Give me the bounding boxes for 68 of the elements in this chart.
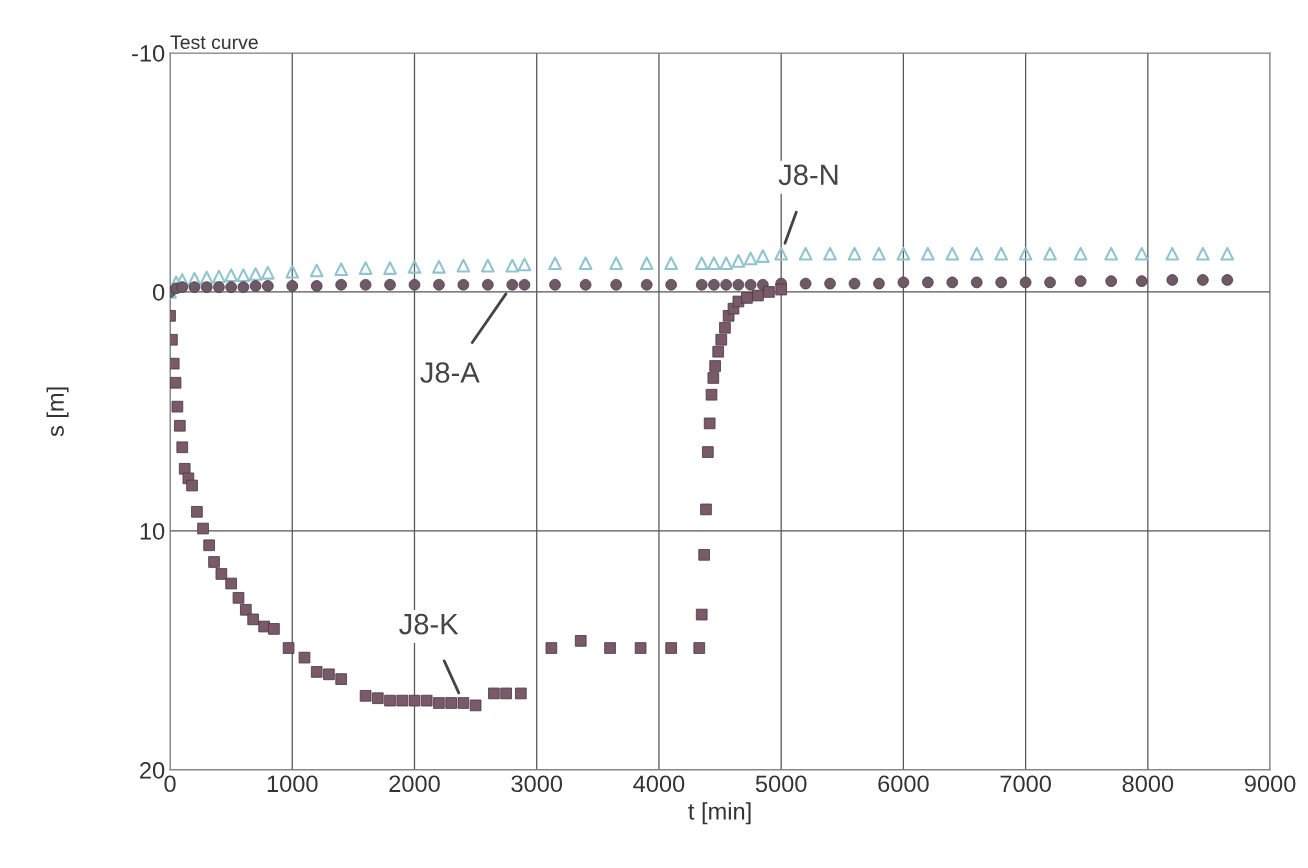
point xyxy=(224,268,238,283)
y-tick-label: 0 xyxy=(152,284,165,301)
x-tick-label: 3000 xyxy=(511,775,563,793)
point xyxy=(743,251,758,266)
y-tick-label: 10 xyxy=(140,522,165,540)
point xyxy=(1220,246,1235,261)
point xyxy=(248,267,263,281)
text: J8-K xyxy=(399,613,459,635)
text: J8-N xyxy=(778,164,838,186)
point xyxy=(969,246,984,261)
point xyxy=(456,258,471,273)
point xyxy=(1134,246,1149,261)
point xyxy=(823,246,837,261)
y-tick-label: -10 xyxy=(132,45,165,62)
point xyxy=(199,270,214,285)
x-tick-label: 1000 xyxy=(267,775,318,793)
point xyxy=(212,269,226,284)
x-axis-title: t [min] xyxy=(688,802,751,825)
point xyxy=(664,256,679,271)
chart-title: Test curve xyxy=(170,35,258,50)
point xyxy=(896,246,911,261)
point xyxy=(798,246,813,261)
point xyxy=(774,246,789,261)
point xyxy=(187,271,202,286)
x-tick-label: 7000 xyxy=(1000,775,1051,793)
x-tick-label: 6000 xyxy=(878,775,929,793)
point xyxy=(1018,246,1033,261)
point xyxy=(694,256,709,271)
point xyxy=(994,246,1009,261)
point xyxy=(609,256,624,271)
point xyxy=(1165,246,1180,261)
y-tick-label: 20 xyxy=(140,761,165,779)
point xyxy=(755,249,770,263)
y-axis-title: s [m] xyxy=(46,387,69,437)
x-tick-label: 4000 xyxy=(633,775,685,793)
point xyxy=(1195,246,1210,261)
point xyxy=(260,265,275,280)
point xyxy=(731,254,746,268)
point xyxy=(309,263,324,278)
point xyxy=(707,256,721,271)
point xyxy=(517,257,532,272)
x-tick-label: 9000 xyxy=(1244,775,1296,793)
point xyxy=(358,261,373,275)
x-tick-label: 8000 xyxy=(1122,775,1174,793)
point xyxy=(548,256,562,271)
point xyxy=(920,246,935,261)
point xyxy=(407,259,422,274)
x-tick-label: 0 xyxy=(164,775,176,793)
x-tick-label: 2000 xyxy=(389,775,440,793)
point xyxy=(505,258,520,273)
point xyxy=(1104,246,1119,261)
point xyxy=(383,261,397,275)
point xyxy=(578,256,593,271)
point xyxy=(432,259,446,274)
point xyxy=(285,264,300,279)
point xyxy=(236,268,251,283)
point xyxy=(847,246,862,261)
point xyxy=(175,273,190,287)
point xyxy=(1043,246,1057,261)
point xyxy=(719,256,734,271)
point xyxy=(872,246,886,261)
point xyxy=(334,262,349,277)
point xyxy=(480,258,495,273)
point xyxy=(639,256,654,271)
point xyxy=(1073,246,1088,261)
x-tick-label: 5000 xyxy=(755,775,807,793)
point xyxy=(945,246,960,261)
legend-label: J8-A xyxy=(420,362,480,383)
